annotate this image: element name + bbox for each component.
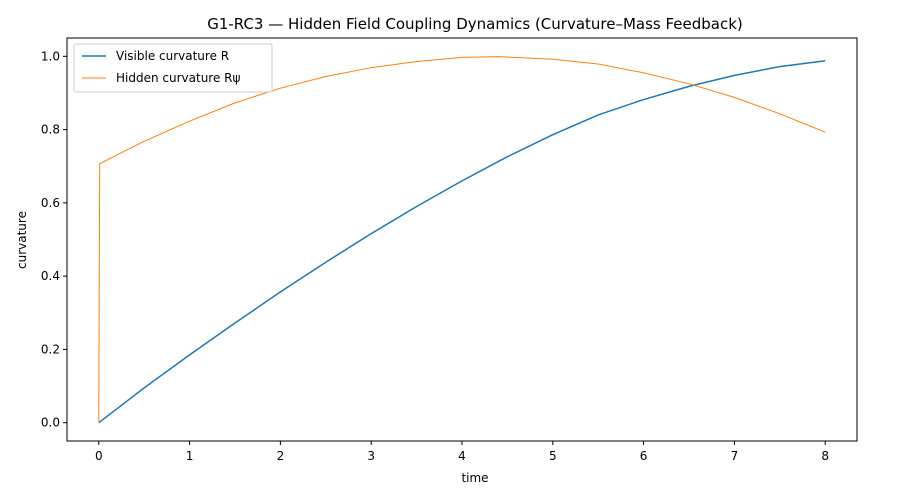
x-tick-label: 8 [821, 449, 829, 463]
x-tick-label: 4 [458, 449, 466, 463]
x-tick-label: 5 [549, 449, 557, 463]
legend-label-hidden-curvature: Hidden curvature Rψ [116, 71, 241, 85]
y-tick-label: 1.0 [41, 49, 60, 63]
x-tick-label: 2 [277, 449, 285, 463]
series-line-hidden-curvature [98, 56, 826, 423]
y-tick-label: 0.4 [41, 269, 60, 283]
chart-title: G1-RC3 — Hidden Field Coupling Dynamics … [207, 15, 743, 33]
x-axis-label: time [461, 471, 488, 485]
y-tick-label: 0.2 [41, 342, 60, 356]
x-axis: 0 1 2 3 4 5 6 7 8 [95, 441, 829, 463]
x-tick-label: 0 [95, 449, 103, 463]
y-tick-label: 0.8 [41, 123, 60, 137]
legend-box [73, 43, 273, 93]
y-axis: 0.0 0.2 0.4 0.6 0.8 1.0 [41, 49, 67, 430]
x-tick-label: 6 [640, 449, 648, 463]
x-tick-label: 1 [186, 449, 194, 463]
legend: Visible curvature R Hidden curvature Rψ [73, 43, 273, 93]
plot-lines [98, 56, 826, 424]
series-line-visible-curvature [98, 59, 826, 424]
y-axis-label: curvature [15, 211, 29, 269]
x-tick-label: 7 [731, 449, 739, 463]
y-tick-label: 0.6 [41, 196, 60, 210]
x-tick-label: 3 [367, 449, 375, 463]
y-tick-label: 0.0 [41, 416, 60, 430]
legend-label-visible-curvature: Visible curvature R [116, 49, 229, 63]
